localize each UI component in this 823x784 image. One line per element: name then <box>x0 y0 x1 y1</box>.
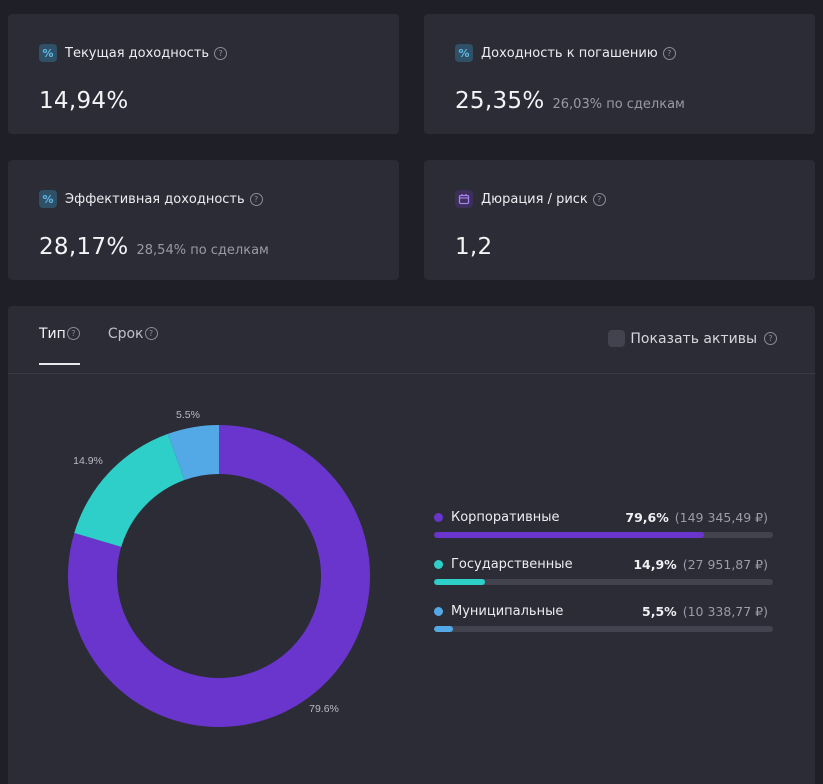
card-sub-value: 26,03% по сделкам <box>552 97 685 112</box>
legend-percent: 79,6% <box>625 510 669 525</box>
current-yield-card: % Текущая доходность ? 14,94% <box>8 14 399 134</box>
help-icon[interactable]: ? <box>249 192 263 206</box>
donut-slice-label: 5.5% <box>176 409 200 421</box>
progress-fill <box>434 579 485 585</box>
calendar-icon <box>455 190 473 208</box>
legend-label: Корпоративные <box>451 510 560 525</box>
structure-panel: Тип ? Срок ? Показать активы ? 79.6% 14.9… <box>8 306 815 784</box>
tab-label: Срок <box>107 326 144 342</box>
legend-row: Государственные 14,9% (27 951,87 ₽) <box>434 557 774 604</box>
progress-fill <box>434 626 453 632</box>
percent-icon: % <box>39 44 57 62</box>
show-assets-checkbox[interactable] <box>608 330 626 347</box>
card-sub-value: 28,54% по сделкам <box>136 243 269 258</box>
show-assets-label: Показать активы <box>630 330 757 347</box>
donut-slice-label: 14.9% <box>73 455 103 467</box>
legend-label: Муниципальные <box>451 604 564 619</box>
legend-amount: (10 338,77 ₽) <box>682 604 768 619</box>
donut-slice-2[interactable] <box>74 433 185 547</box>
tab-type[interactable]: Тип ? <box>39 326 80 365</box>
donut-slice-label: 79.6% <box>309 703 339 715</box>
yield-to-maturity-card: % Доходность к погашению ? 25,35% 26,03%… <box>424 14 815 134</box>
help-icon[interactable]: ? <box>662 46 676 60</box>
progress-track <box>434 579 773 585</box>
card-value: 25,35% <box>455 88 545 114</box>
card-value: 1,2 <box>455 234 493 260</box>
legend-dot <box>434 607 443 616</box>
help-icon[interactable]: ? <box>214 46 228 60</box>
tab-label: Тип <box>39 326 66 342</box>
legend-label: Государственные <box>451 557 573 572</box>
legend-row: Муниципальные 5,5% (10 338,77 ₽) <box>434 604 774 651</box>
duration-risk-card: Дюрация / риск ? 1,2 <box>424 160 815 280</box>
legend: Корпоративные 79,6% (149 345,49 ₽) Госуда… <box>434 510 774 651</box>
help-icon[interactable]: ? <box>592 192 606 206</box>
legend-dot <box>434 513 443 522</box>
legend-percent: 14,9% <box>633 557 677 572</box>
card-title: Текущая доходность <box>65 45 210 61</box>
show-assets-toggle[interactable]: Показать активы ? <box>608 330 777 347</box>
help-icon[interactable]: ? <box>66 327 80 340</box>
progress-track <box>434 532 773 538</box>
progress-fill <box>434 532 704 538</box>
help-icon[interactable]: ? <box>764 332 777 345</box>
legend-dot <box>434 560 443 569</box>
tab-divider <box>8 373 815 374</box>
legend-amount: (27 951,87 ₽) <box>682 557 768 572</box>
tabs: Тип ? Срок ? <box>39 326 158 365</box>
legend-percent: 5,5% <box>642 604 677 619</box>
donut-chart: 79.6% 14.9% 5.5% <box>68 409 371 727</box>
help-icon[interactable]: ? <box>144 327 158 340</box>
card-title: Дюрация / риск <box>481 191 588 207</box>
progress-track <box>434 626 773 632</box>
donut-slice-1[interactable] <box>68 425 371 727</box>
tab-term[interactable]: Срок ? <box>108 326 158 365</box>
card-value: 14,94% <box>39 88 129 114</box>
card-title: Доходность к погашению <box>481 45 658 61</box>
legend-row: Корпоративные 79,6% (149 345,49 ₽) <box>434 510 774 557</box>
donut-slice-3[interactable] <box>167 425 219 481</box>
legend-amount: (149 345,49 ₽) <box>674 510 768 525</box>
effective-yield-card: % Эффективная доходность ? 28,17% 28,54%… <box>8 160 399 280</box>
card-title: Эффективная доходность <box>65 191 245 207</box>
percent-icon: % <box>39 190 57 208</box>
card-value: 28,17% <box>39 234 129 260</box>
percent-icon: % <box>455 44 473 62</box>
